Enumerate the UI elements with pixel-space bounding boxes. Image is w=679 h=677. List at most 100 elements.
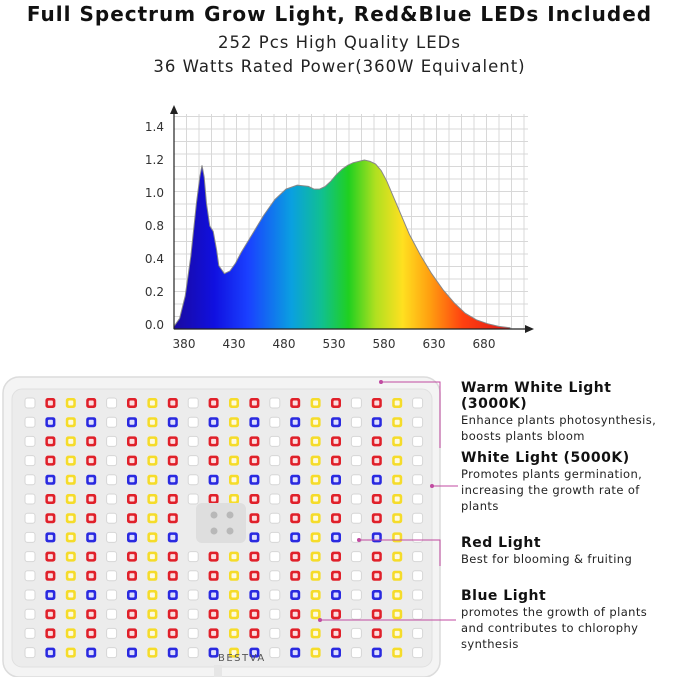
led-core — [251, 554, 257, 560]
led-core — [47, 515, 53, 521]
power-text: 36 Watts Rated Power(360W Equivalent) — [153, 57, 526, 76]
led-core — [149, 419, 155, 425]
callout-line: increasing the growth rate of — [461, 483, 640, 497]
led-core — [149, 477, 155, 483]
led-white — [412, 455, 424, 467]
led-core — [333, 554, 339, 560]
led-core — [394, 438, 400, 444]
led-white — [187, 627, 199, 639]
led-core — [47, 419, 53, 425]
led-white — [24, 531, 36, 543]
callout-line: Enhance plants photosynthesis, — [461, 413, 657, 427]
led-core — [170, 477, 176, 483]
led-core — [88, 611, 94, 617]
led-core — [231, 630, 237, 636]
led-core — [231, 650, 237, 656]
callout-title: Red Light — [461, 535, 542, 551]
led-white — [24, 474, 36, 486]
led-core — [47, 592, 53, 598]
led-core — [149, 630, 155, 636]
led-core — [170, 458, 176, 464]
led-core — [374, 650, 380, 656]
led-core — [333, 400, 339, 406]
y-axis-arrow-icon — [170, 105, 178, 114]
led-white — [350, 589, 362, 601]
led-core — [313, 554, 319, 560]
x-tick-label: 380 — [173, 337, 196, 351]
led-white — [187, 551, 199, 563]
led-core — [211, 438, 217, 444]
led-core — [333, 438, 339, 444]
led-core — [394, 573, 400, 579]
x-axis — [174, 325, 534, 333]
led-white — [187, 397, 199, 409]
led-core — [394, 611, 400, 617]
led-core — [47, 400, 53, 406]
led-core — [211, 611, 217, 617]
led-panel: BESTVA — [2, 376, 441, 677]
callout-white: White Light (5000K) Promotes plants germ… — [461, 450, 642, 514]
led-white — [412, 512, 424, 524]
y-tick-label: 0.4 — [145, 252, 164, 266]
led-core — [211, 573, 217, 579]
led-core — [149, 496, 155, 502]
led-core — [231, 458, 237, 464]
led-core — [68, 573, 74, 579]
led-core — [47, 496, 53, 502]
led-core — [47, 477, 53, 483]
led-core — [374, 477, 380, 483]
callout-line: synthesis — [461, 637, 519, 651]
led-white — [269, 570, 281, 582]
led-core — [313, 419, 319, 425]
led-core — [394, 458, 400, 464]
led-core — [68, 438, 74, 444]
led-core — [374, 496, 380, 502]
led-core — [251, 438, 257, 444]
led-core — [374, 630, 380, 636]
led-core — [292, 650, 298, 656]
led-white — [412, 474, 424, 486]
led-white — [350, 570, 362, 582]
led-core — [211, 458, 217, 464]
led-white — [187, 416, 199, 428]
led-white — [269, 397, 281, 409]
led-core — [251, 496, 257, 502]
led-core — [333, 630, 339, 636]
led-core — [292, 400, 298, 406]
callout-line: Promotes plants germination, — [461, 467, 643, 481]
led-core — [211, 592, 217, 598]
led-core — [88, 650, 94, 656]
led-core — [231, 554, 237, 560]
y-tick-label: 1.4 — [145, 120, 164, 134]
led-core — [313, 438, 319, 444]
led-core — [129, 419, 135, 425]
led-core — [251, 515, 257, 521]
led-core — [394, 630, 400, 636]
led-white — [350, 531, 362, 543]
led-white — [187, 455, 199, 467]
led-core — [68, 477, 74, 483]
led-core — [170, 554, 176, 560]
led-core — [68, 592, 74, 598]
x-tick-label: 530 — [323, 337, 346, 351]
led-core — [88, 496, 94, 502]
led-core — [170, 515, 176, 521]
led-core — [333, 534, 339, 540]
led-core — [231, 477, 237, 483]
led-white — [106, 474, 118, 486]
led-core — [47, 458, 53, 464]
led-core — [149, 650, 155, 656]
led-core — [129, 554, 135, 560]
led-core — [170, 419, 176, 425]
led-white — [350, 551, 362, 563]
led-white — [269, 551, 281, 563]
led-core — [251, 400, 257, 406]
led-core — [251, 419, 257, 425]
led-core — [149, 515, 155, 521]
callout-line: boosts plants bloom — [461, 429, 585, 443]
led-white — [106, 512, 118, 524]
led-white — [350, 608, 362, 620]
led-core — [170, 611, 176, 617]
led-core — [394, 419, 400, 425]
led-core — [88, 534, 94, 540]
